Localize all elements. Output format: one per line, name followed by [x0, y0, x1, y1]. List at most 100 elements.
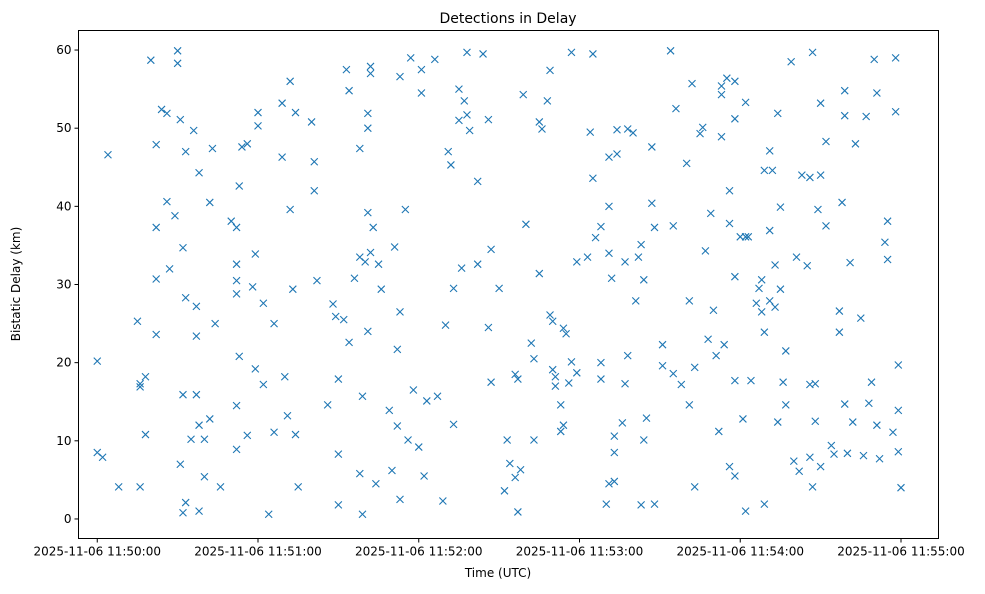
data-point: [208, 144, 217, 153]
data-point: [685, 400, 694, 409]
data-point: [669, 369, 678, 378]
data-point: [278, 99, 287, 108]
data-point: [307, 118, 316, 126]
data-point: [856, 314, 865, 322]
x-tick-label: 2025-11-06 11:52:00: [355, 545, 482, 559]
data-point: [401, 205, 410, 214]
data-point: [760, 500, 769, 509]
data-point: [881, 238, 889, 247]
data-point: [479, 50, 487, 58]
data-point: [414, 443, 423, 451]
data-point: [730, 376, 739, 385]
data-point: [714, 427, 723, 436]
data-point: [564, 379, 573, 387]
data-point: [889, 428, 897, 437]
data-point: [286, 77, 295, 86]
data-point: [329, 300, 337, 308]
data-point: [232, 289, 241, 298]
data-point: [146, 56, 155, 65]
data-point: [669, 221, 678, 230]
data-point: [621, 257, 629, 266]
data-point: [463, 48, 471, 57]
data-point: [457, 264, 466, 272]
data-point: [181, 147, 190, 156]
data-point: [597, 358, 605, 367]
data-point: [589, 50, 597, 58]
data-point: [610, 448, 619, 457]
data-point: [449, 284, 458, 293]
data-point: [822, 137, 830, 146]
y-tick-label: 30: [56, 278, 71, 292]
data-point: [331, 312, 340, 321]
data-point: [388, 466, 396, 475]
data-point: [176, 460, 185, 469]
data-point: [152, 275, 161, 283]
data-point: [597, 222, 605, 231]
y-tick-label: 50: [56, 121, 71, 135]
data-point: [862, 112, 871, 121]
data-point: [634, 253, 643, 262]
data-point: [543, 96, 552, 105]
data-point: [342, 65, 351, 74]
data-point: [278, 153, 287, 161]
data-point: [232, 401, 241, 410]
data-point: [385, 406, 394, 415]
data-point: [417, 65, 426, 74]
data-point: [835, 307, 844, 315]
data-point: [192, 332, 201, 340]
data-point: [211, 319, 220, 328]
data-point: [189, 126, 198, 135]
data-point: [181, 498, 190, 507]
data-point: [706, 209, 715, 218]
data-point: [254, 108, 262, 117]
data-point: [816, 462, 825, 471]
data-point: [227, 217, 236, 226]
data-point: [559, 421, 568, 430]
data-point: [460, 96, 469, 105]
data-point: [173, 46, 182, 55]
data-point: [280, 372, 289, 381]
data-point: [843, 449, 852, 458]
data-point: [286, 205, 295, 214]
data-point: [530, 436, 538, 444]
data-point: [741, 507, 750, 516]
data-point: [730, 114, 739, 123]
data-point: [629, 128, 637, 137]
data-point: [827, 441, 836, 450]
data-point: [776, 285, 785, 294]
data-point: [690, 363, 699, 372]
data-point: [685, 297, 694, 305]
data-point: [179, 243, 187, 252]
data-point: [797, 171, 806, 179]
data-point: [690, 483, 699, 491]
data-point: [310, 186, 319, 195]
data-point: [688, 79, 696, 88]
data-point: [259, 299, 268, 308]
data-point: [701, 247, 710, 255]
data-point: [136, 483, 145, 491]
data-point: [283, 411, 292, 420]
data-point: [200, 472, 209, 481]
data-point: [658, 340, 667, 349]
data-point: [433, 392, 442, 401]
data-point: [243, 139, 252, 148]
data-point: [420, 472, 428, 480]
data-point: [546, 311, 554, 319]
data-point: [752, 299, 761, 308]
data-point: [232, 445, 241, 454]
data-point: [334, 450, 343, 458]
data-point: [781, 400, 790, 409]
data-point: [717, 90, 726, 99]
data-point: [179, 508, 187, 517]
data-point: [610, 477, 619, 486]
data-point: [760, 328, 769, 337]
data-point: [559, 324, 568, 333]
data-point: [602, 500, 611, 509]
data-point: [639, 275, 648, 284]
data-point: [816, 99, 825, 108]
data-point: [396, 495, 404, 504]
data-point: [176, 115, 185, 124]
data-point: [259, 380, 268, 389]
data-point: [704, 335, 712, 344]
data-point: [631, 297, 640, 305]
